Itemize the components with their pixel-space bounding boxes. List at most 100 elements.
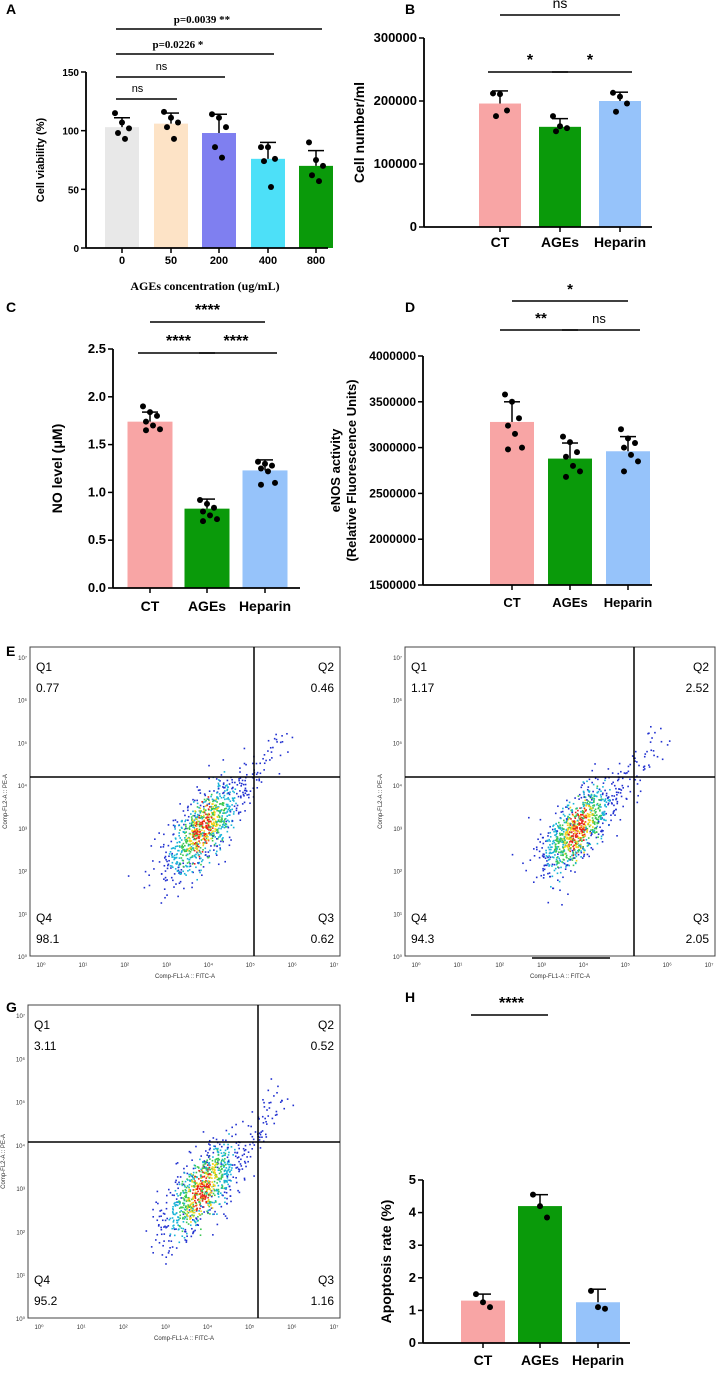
event-dot (227, 797, 230, 799)
event-dot (554, 867, 557, 870)
event-dot (573, 821, 576, 824)
event-dot (588, 778, 591, 781)
event-dot (542, 869, 545, 872)
event-dot (562, 876, 564, 879)
event-dot (184, 844, 186, 847)
event-dot (557, 879, 559, 882)
event-dot (582, 810, 585, 813)
event-dot (211, 1159, 214, 1162)
event-dot (583, 782, 585, 785)
data-point (574, 449, 580, 456)
event-dot (210, 834, 213, 836)
y-tick-label: 10⁶ (393, 698, 403, 705)
data-point (197, 497, 203, 504)
event-dot (592, 821, 594, 823)
event-dot (561, 838, 563, 840)
event-dot (200, 852, 202, 855)
event-dot (642, 769, 645, 771)
event-dot (177, 1219, 179, 1222)
event-dot (208, 777, 210, 780)
event-dot (192, 871, 194, 874)
event-dot (637, 794, 639, 797)
event-dot (166, 1217, 169, 1220)
panel-label: H (405, 989, 415, 1005)
event-dot (229, 1179, 231, 1182)
event-dot (182, 842, 185, 845)
event-dot (172, 833, 175, 835)
significance-label: * (567, 281, 573, 298)
event-dot (255, 773, 258, 776)
event-dot (220, 802, 222, 805)
event-dot (232, 797, 235, 800)
event-dot (568, 824, 571, 826)
event-dot (207, 835, 209, 838)
event-dot (590, 795, 593, 797)
event-dot (591, 828, 594, 831)
event-dot (180, 851, 183, 853)
event-dot (190, 846, 193, 849)
event-dot (259, 1133, 262, 1136)
event-dot (180, 869, 183, 871)
event-dot (172, 1219, 175, 1222)
event-dot (211, 827, 214, 829)
event-dot (224, 1152, 227, 1155)
event-dot (203, 838, 206, 841)
event-dot (200, 1205, 202, 1207)
event-dot (228, 1163, 230, 1166)
event-dot (594, 832, 596, 834)
event-dot (556, 836, 559, 838)
event-dot (600, 799, 603, 802)
event-dot (190, 823, 193, 825)
event-dot (174, 1189, 177, 1192)
event-dot (178, 857, 181, 859)
event-dot (581, 809, 584, 812)
event-dot (571, 840, 574, 843)
event-dot (564, 842, 566, 845)
event-dot (188, 865, 191, 868)
event-dot (578, 848, 580, 851)
event-dot (566, 860, 569, 862)
event-dot (239, 811, 242, 813)
data-point (261, 158, 267, 165)
event-dot (204, 854, 207, 856)
event-dot (226, 1181, 228, 1183)
event-dot (235, 807, 238, 810)
event-dot (624, 772, 627, 775)
event-dot (588, 795, 590, 797)
event-dot (556, 846, 558, 848)
event-dot (194, 1229, 196, 1232)
event-dot (213, 1194, 216, 1197)
event-dot (199, 807, 201, 810)
event-dot (189, 1216, 191, 1219)
event-dot (192, 798, 194, 801)
event-dot (224, 1154, 226, 1156)
event-dot (179, 880, 182, 883)
event-dot (263, 769, 265, 771)
event-dot (568, 817, 571, 819)
event-dot (652, 750, 655, 752)
event-dot (199, 1218, 202, 1220)
event-dot (255, 779, 258, 781)
event-dot (183, 1211, 186, 1214)
event-dot (196, 834, 198, 837)
event-dot (203, 835, 206, 837)
event-dot (185, 854, 188, 857)
event-dot (593, 801, 595, 804)
event-dot (177, 849, 179, 852)
event-dot (202, 801, 205, 803)
event-dot (214, 811, 216, 814)
event-dot (202, 1131, 205, 1133)
event-dot (233, 805, 236, 808)
event-dot (194, 847, 197, 849)
event-dot (221, 838, 224, 840)
event-dot (198, 837, 200, 840)
event-dot (249, 790, 252, 792)
event-dot (634, 750, 637, 753)
event-dot (226, 1217, 228, 1220)
event-dot (627, 785, 629, 788)
event-dot (556, 837, 559, 840)
event-dot (225, 1191, 228, 1194)
y-tick-label: 10⁷ (393, 655, 402, 662)
event-dot (244, 779, 246, 782)
event-dot (559, 840, 561, 843)
